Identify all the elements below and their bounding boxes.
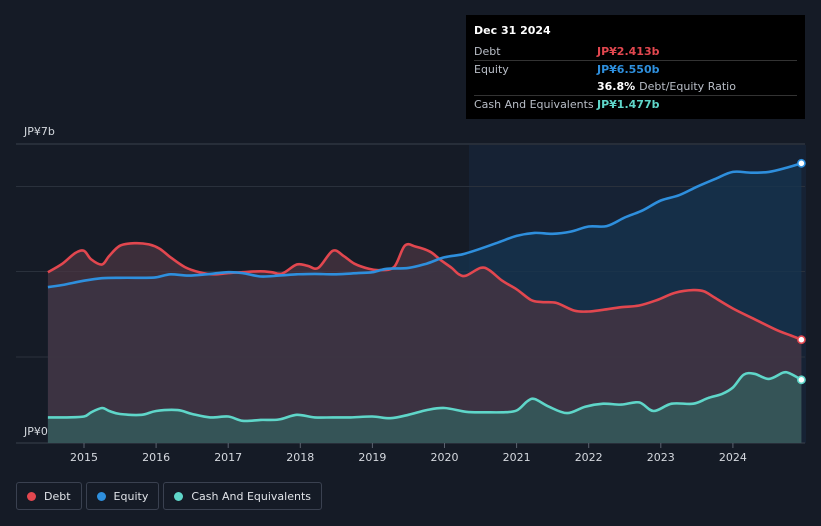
cash-endpoint (797, 375, 806, 385)
debt-dot-icon (27, 491, 36, 501)
x-tick-label: 2018 (286, 451, 314, 464)
x-tick-label: 2021 (503, 451, 531, 464)
legend-item-debt[interactable]: Debt (16, 482, 82, 510)
x-tick-label: 2020 (431, 451, 459, 464)
x-tick-label: 2017 (214, 451, 242, 464)
equity-line (47, 162, 802, 289)
tooltip-panel: Dec 31 2024 Debt JP¥2.413b Equity JP¥6.5… (466, 15, 805, 119)
x-tick-label: 2019 (358, 451, 386, 464)
debt-endpoint (797, 335, 806, 345)
legend-label-equity: Equity (113, 489, 149, 503)
tooltip-ratio-row: 36.8% Debt/Equity Ratio (474, 78, 797, 95)
x-tick-label: 2022 (575, 451, 603, 464)
cash-area (47, 372, 802, 443)
tooltip-debt-row: Debt JP¥2.413b (474, 43, 797, 60)
x-tick-label: 2016 (142, 451, 170, 464)
debt-area (47, 243, 802, 443)
x-tick-label: 2023 (647, 451, 675, 464)
legend-label-cash: Cash And Equivalents (191, 489, 311, 503)
debt-line (47, 241, 802, 341)
tooltip-cash-value: JP¥1.477b (597, 98, 660, 111)
tooltip-debt-label: Debt (474, 45, 501, 58)
y-bottom-label: JP¥0 (23, 425, 48, 438)
tooltip-ratio-text: Debt/Equity Ratio (639, 80, 736, 93)
tooltip-cash-row: Cash And Equivalents JP¥1.477b (474, 95, 797, 113)
tooltip-debt-value: JP¥2.413b (597, 45, 660, 58)
y-top-label: JP¥7b (23, 125, 55, 138)
x-tick-label: 2015 (70, 451, 98, 464)
equity-dot-icon (96, 491, 106, 501)
cash-line (47, 370, 803, 423)
chart-legend: Debt Equity Cash And Equivalents (16, 482, 326, 510)
legend-label-debt: Debt (44, 489, 71, 503)
tooltip-equity-value: JP¥6.550b (597, 63, 660, 76)
legend-item-cash[interactable]: Cash And Equivalents (163, 482, 322, 510)
tooltip-equity-label: Equity (474, 63, 509, 76)
equity-endpoint (797, 158, 806, 168)
tooltip-cash-label: Cash And Equivalents (474, 98, 594, 111)
legend-item-equity[interactable]: Equity (85, 482, 160, 510)
tooltip-date: Dec 31 2024 (474, 24, 551, 37)
cash-dot-icon (174, 491, 184, 501)
tooltip-equity-row: Equity JP¥6.550b (474, 60, 797, 78)
tooltip-ratio-value: 36.8% (597, 80, 636, 93)
x-tick-label: 2024 (719, 451, 747, 464)
